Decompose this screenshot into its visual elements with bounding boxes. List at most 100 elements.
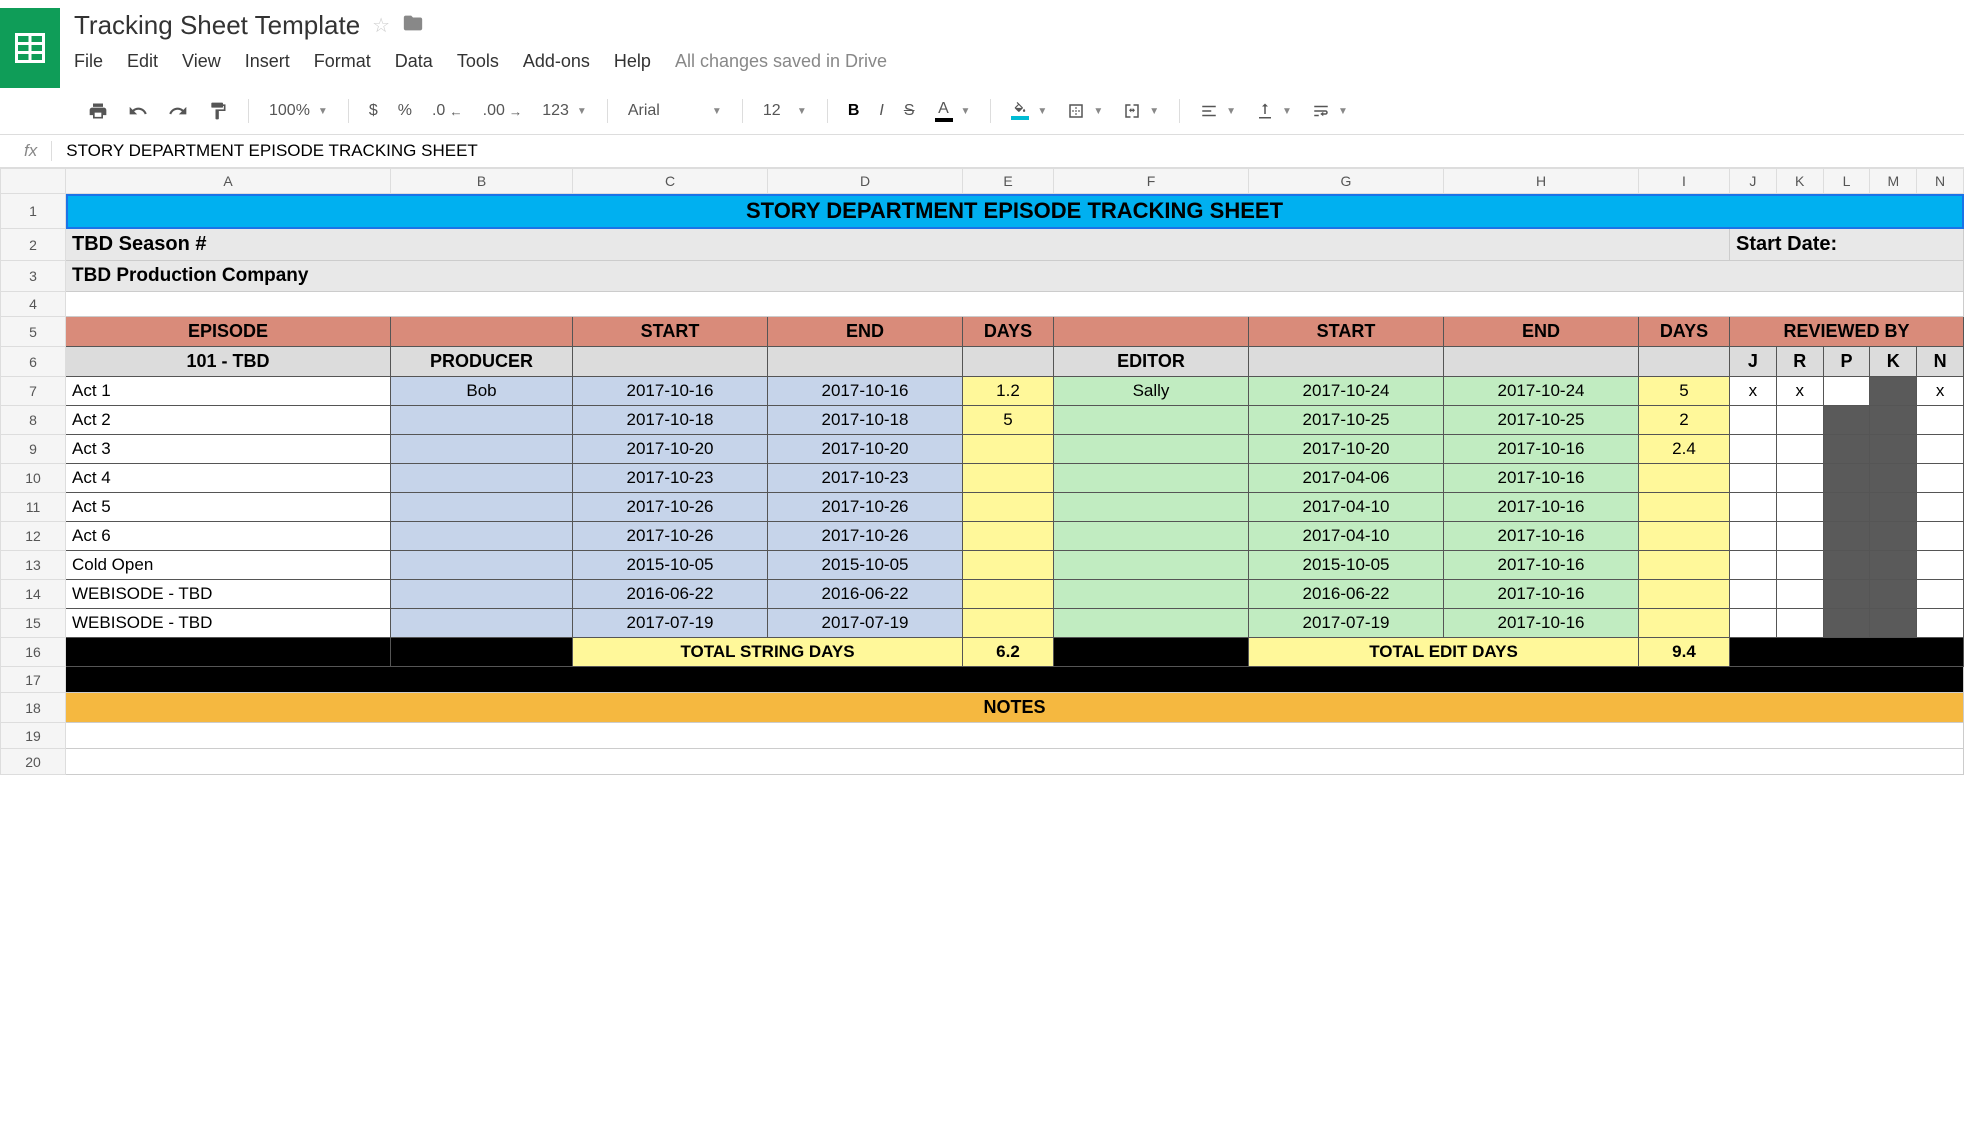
cell-pdays-13[interactable] — [963, 551, 1054, 580]
menu-view[interactable]: View — [182, 51, 221, 72]
row-hdr-13[interactable]: 13 — [1, 551, 66, 580]
col-hdr-E[interactable]: E — [963, 169, 1054, 194]
cell-rev-p-9[interactable] — [1823, 435, 1870, 464]
cell-pstart-10[interactable]: 2017-10-23 — [573, 464, 768, 493]
merge-cells-button[interactable]: ▼ — [1115, 98, 1167, 124]
col-hdr-K[interactable]: K — [1776, 169, 1823, 194]
row-hdr-4[interactable]: 4 — [1, 292, 66, 317]
col-hdr-C[interactable]: C — [573, 169, 768, 194]
cell-rev-r-13[interactable] — [1776, 551, 1823, 580]
cell-rev-n-10[interactable] — [1917, 464, 1964, 493]
italic-button[interactable]: I — [871, 98, 891, 124]
cell-estart-9[interactable]: 2017-10-20 — [1249, 435, 1444, 464]
row-hdr-16[interactable]: 16 — [1, 638, 66, 667]
cell-editor-15[interactable] — [1054, 609, 1249, 638]
row-hdr-18[interactable]: 18 — [1, 693, 66, 723]
cell-pdays-15[interactable] — [963, 609, 1054, 638]
subhdr-r[interactable]: R — [1776, 347, 1823, 377]
cell-edays-15[interactable] — [1639, 609, 1730, 638]
subhdr-e[interactable] — [963, 347, 1054, 377]
cell-company[interactable]: TBD Production Company — [66, 261, 1964, 292]
sheets-logo[interactable] — [0, 8, 60, 88]
cell-blank-4[interactable] — [66, 292, 1964, 317]
cell-eend-10[interactable]: 2017-10-16 — [1444, 464, 1639, 493]
text-wrap-button[interactable]: ▼ — [1304, 98, 1356, 124]
cell-edays-13[interactable] — [1639, 551, 1730, 580]
cell-rev-r-14[interactable] — [1776, 580, 1823, 609]
cell-pdays-10[interactable] — [963, 464, 1054, 493]
cell-rev-r-12[interactable] — [1776, 522, 1823, 551]
subhdr-producer[interactable]: PRODUCER — [391, 347, 573, 377]
col-hdr-M[interactable]: M — [1870, 169, 1917, 194]
bold-button[interactable]: B — [840, 98, 868, 124]
hdr-blank-f[interactable] — [1054, 317, 1249, 347]
paint-format-button[interactable] — [200, 97, 236, 125]
cell-pend-7[interactable]: 2017-10-16 — [768, 377, 963, 406]
cell-rev-k-10[interactable] — [1870, 464, 1917, 493]
cell-edays-10[interactable] — [1639, 464, 1730, 493]
cell-act-14[interactable]: WEBISODE - TBD — [66, 580, 391, 609]
cell-pstart-8[interactable]: 2017-10-18 — [573, 406, 768, 435]
cell-rev-k-15[interactable] — [1870, 609, 1917, 638]
total-black-a[interactable] — [66, 638, 391, 667]
row-hdr-2[interactable]: 2 — [1, 229, 66, 261]
cell-pdays-9[interactable] — [963, 435, 1054, 464]
cell-rev-n-9[interactable] — [1917, 435, 1964, 464]
row-hdr-6[interactable]: 6 — [1, 347, 66, 377]
cell-act-12[interactable]: Act 6 — [66, 522, 391, 551]
cell-rev-r-15[interactable] — [1776, 609, 1823, 638]
cell-blank-19[interactable] — [66, 723, 1964, 749]
cell-pstart-15[interactable]: 2017-07-19 — [573, 609, 768, 638]
cell-act-9[interactable]: Act 3 — [66, 435, 391, 464]
cell-editor-11[interactable] — [1054, 493, 1249, 522]
cell-rev-r-7[interactable]: x — [1776, 377, 1823, 406]
cell-rev-p-14[interactable] — [1823, 580, 1870, 609]
cell-estart-8[interactable]: 2017-10-25 — [1249, 406, 1444, 435]
cell-producer-9[interactable] — [391, 435, 573, 464]
cell-pend-12[interactable]: 2017-10-26 — [768, 522, 963, 551]
cell-act-11[interactable]: Act 5 — [66, 493, 391, 522]
col-hdr-H[interactable]: H — [1444, 169, 1639, 194]
menu-format[interactable]: Format — [314, 51, 371, 72]
cell-rev-j-13[interactable] — [1730, 551, 1777, 580]
row-hdr-15[interactable]: 15 — [1, 609, 66, 638]
cell-rev-p-10[interactable] — [1823, 464, 1870, 493]
cell-rev-j-8[interactable] — [1730, 406, 1777, 435]
cell-act-13[interactable]: Cold Open — [66, 551, 391, 580]
subhdr-i[interactable] — [1639, 347, 1730, 377]
cell-pend-10[interactable]: 2017-10-23 — [768, 464, 963, 493]
hdr-end2[interactable]: END — [1444, 317, 1639, 347]
cell-edays-8[interactable]: 2 — [1639, 406, 1730, 435]
cell-producer-11[interactable] — [391, 493, 573, 522]
cell-pstart-11[interactable]: 2017-10-26 — [573, 493, 768, 522]
subhdr-editor[interactable]: EDITOR — [1054, 347, 1249, 377]
total-black-b[interactable] — [391, 638, 573, 667]
cell-title[interactable]: STORY DEPARTMENT EPISODE TRACKING SHEET — [66, 194, 1964, 229]
hdr-start[interactable]: START — [573, 317, 768, 347]
cell-estart-14[interactable]: 2016-06-22 — [1249, 580, 1444, 609]
menu-file[interactable]: File — [74, 51, 103, 72]
cell-rev-r-11[interactable] — [1776, 493, 1823, 522]
cell-pend-9[interactable]: 2017-10-20 — [768, 435, 963, 464]
select-all-corner[interactable] — [1, 169, 66, 194]
total-black-rev[interactable] — [1730, 638, 1964, 667]
col-hdr-G[interactable]: G — [1249, 169, 1444, 194]
subhdr-c[interactable] — [573, 347, 768, 377]
total-black-f[interactable] — [1054, 638, 1249, 667]
cell-rev-n-15[interactable] — [1917, 609, 1964, 638]
cell-rev-k-13[interactable] — [1870, 551, 1917, 580]
more-formats-button[interactable]: 123▼ — [534, 98, 595, 124]
doc-title[interactable]: Tracking Sheet Template — [74, 10, 360, 41]
cell-rev-r-8[interactable] — [1776, 406, 1823, 435]
cell-producer-13[interactable] — [391, 551, 573, 580]
subhdr-j[interactable]: J — [1730, 347, 1777, 377]
redo-button[interactable] — [160, 97, 196, 125]
hdr-reviewed[interactable]: REVIEWED BY — [1730, 317, 1964, 347]
cell-rev-r-9[interactable] — [1776, 435, 1823, 464]
cell-rev-j-15[interactable] — [1730, 609, 1777, 638]
cell-edays-9[interactable]: 2.4 — [1639, 435, 1730, 464]
hdr-end[interactable]: END — [768, 317, 963, 347]
decrease-decimal-button[interactable]: .0← — [424, 98, 471, 124]
cell-eend-8[interactable]: 2017-10-25 — [1444, 406, 1639, 435]
cell-pdays-14[interactable] — [963, 580, 1054, 609]
